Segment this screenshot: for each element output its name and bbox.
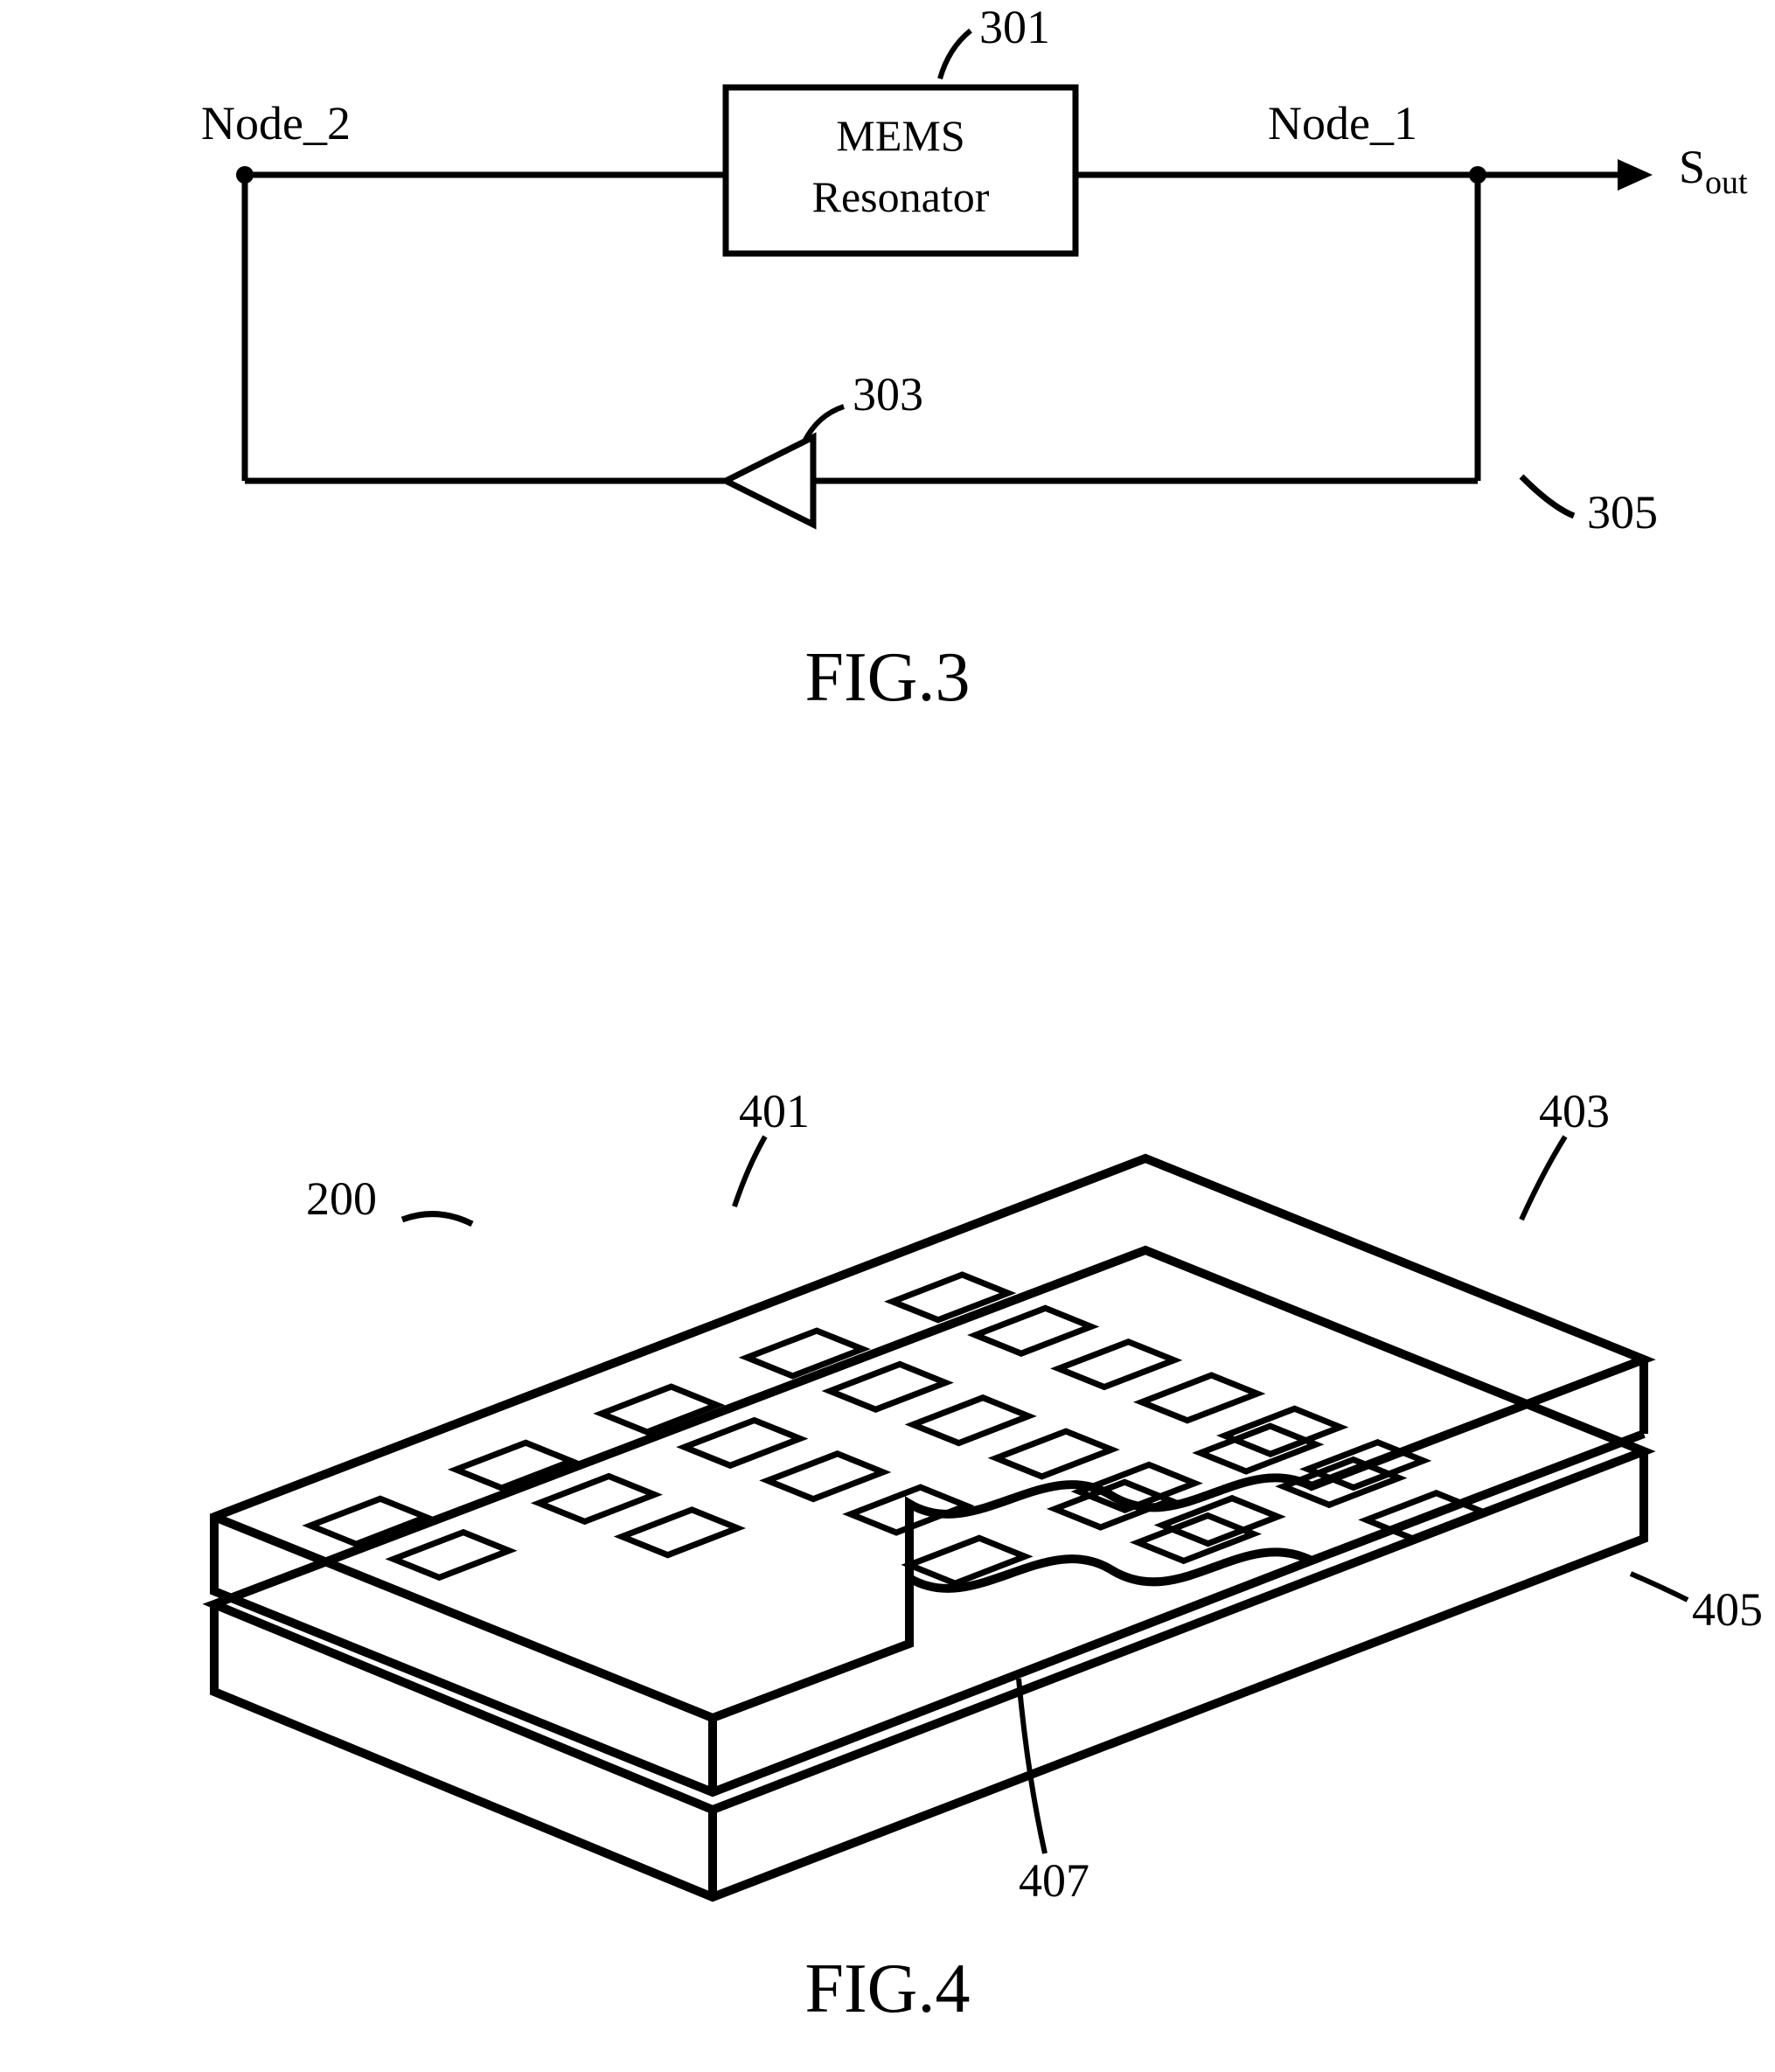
wafer-pad	[622, 1510, 737, 1555]
wafer-pad	[393, 1533, 509, 1578]
fig3-ref-305: 305	[1587, 485, 1658, 539]
wafer-pad	[685, 1421, 800, 1466]
fig4-ref-403: 403	[1539, 1084, 1610, 1138]
wafer-pad	[1142, 1375, 1257, 1421]
fig4-caption: FIG.4	[0, 1950, 1775, 2029]
wafer-pad	[747, 1331, 862, 1376]
wafer-pad	[913, 1398, 1028, 1443]
page: Node_2 Node_1 Sout MEMSResonator 301 303…	[0, 0, 1775, 2072]
fig4-ref-405: 405	[1692, 1582, 1763, 1637]
wafer-pad	[310, 1498, 426, 1544]
wafer-pad	[768, 1454, 883, 1499]
fig4-ref-200: 200	[306, 1172, 377, 1226]
fig4-svg	[0, 874, 1775, 2072]
wafer-pad	[976, 1308, 1091, 1353]
fig4-ref-401: 401	[739, 1084, 810, 1138]
wafer-pad	[996, 1431, 1111, 1477]
wafer-pad	[539, 1477, 654, 1522]
wafer-pad	[456, 1443, 571, 1488]
fig3-block-text: MEMSResonator	[726, 105, 1075, 227]
fig3-node1-label: Node_1	[1268, 96, 1417, 150]
fig3-caption: FIG.3	[0, 638, 1775, 718]
fig3-ref-303: 303	[853, 367, 923, 421]
fig3-ref-301: 301	[979, 0, 1050, 54]
wafer-pad	[830, 1364, 945, 1409]
fig3-sout-label: Sout	[1679, 140, 1748, 202]
fig4-ref-407: 407	[1019, 1853, 1089, 1908]
wafer-pad	[1059, 1342, 1174, 1387]
wafer-pad	[602, 1387, 717, 1432]
fig3-node2-label: Node_2	[201, 96, 351, 150]
